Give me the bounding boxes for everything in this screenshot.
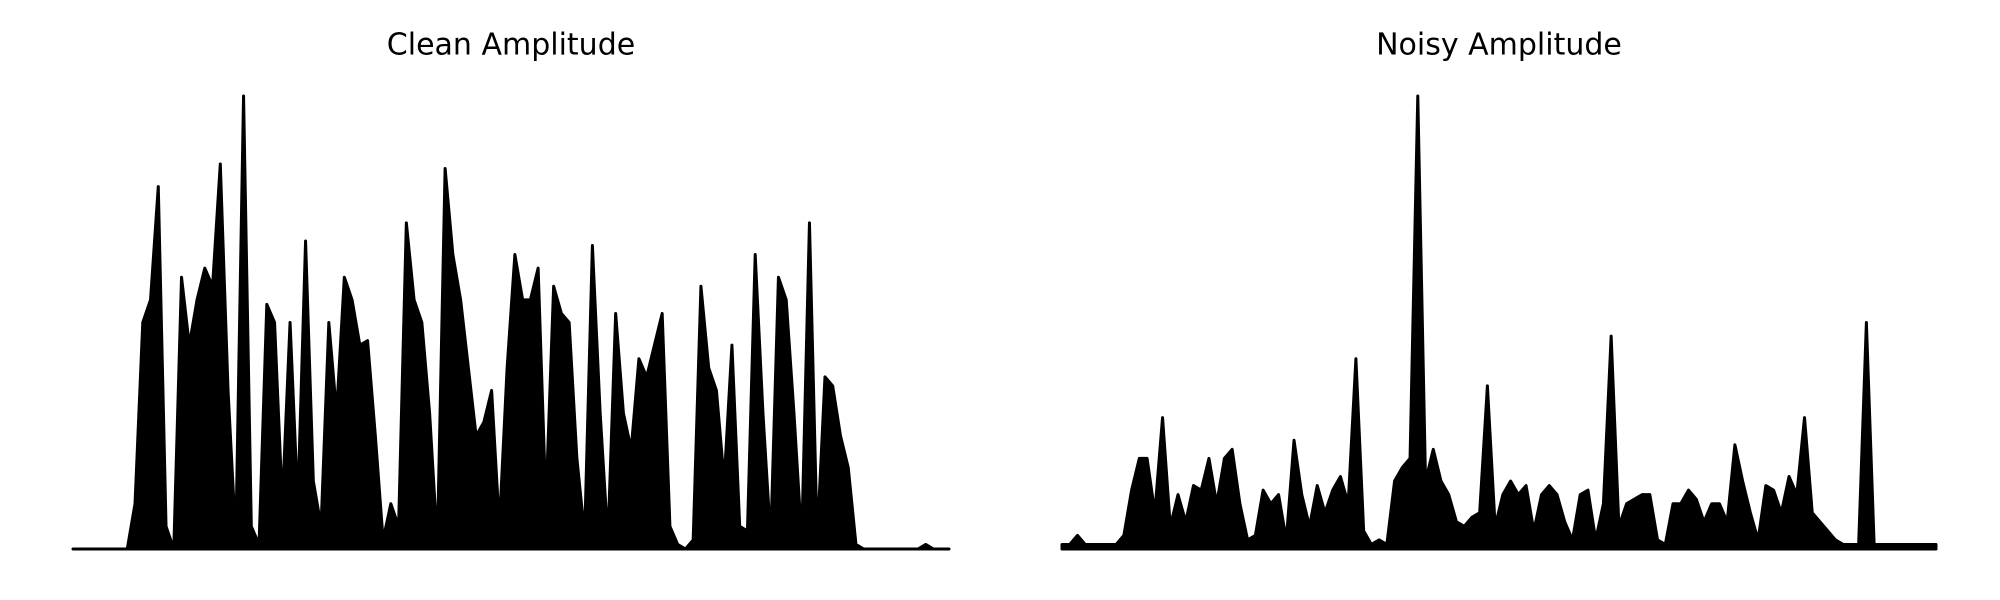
chart-title: Noisy Amplitude	[1376, 28, 1622, 63]
amplitude-area	[71, 94, 951, 551]
amplitude-area	[1060, 94, 1938, 551]
chart-title: Clean Amplitude	[387, 28, 635, 63]
